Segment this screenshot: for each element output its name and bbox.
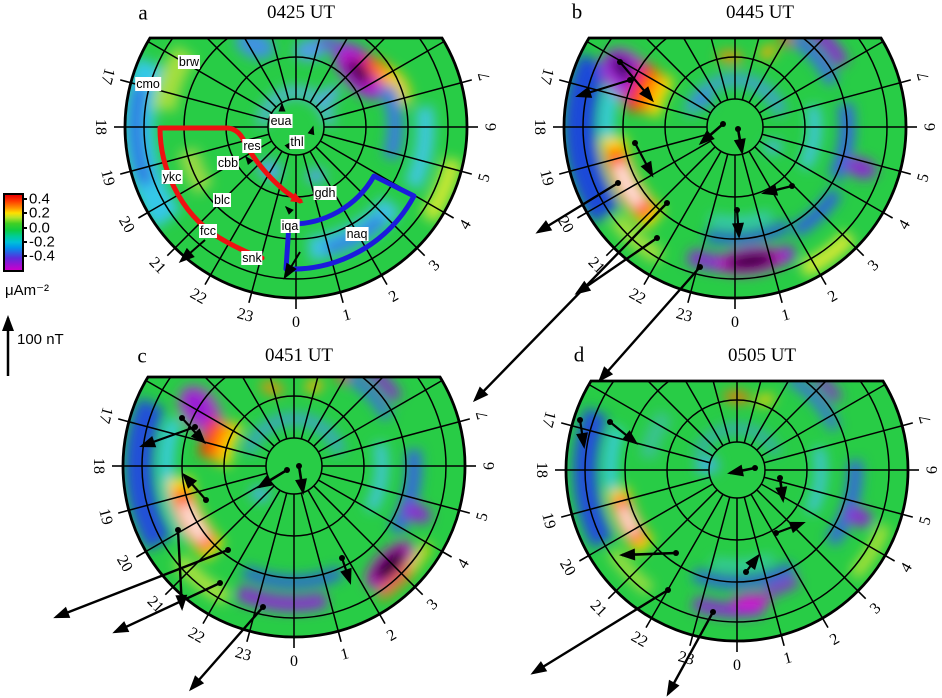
mlt-label-6: 6 (922, 123, 939, 131)
panel-d-dial (555, 299, 919, 652)
mlt-label-0: 0 (292, 314, 300, 331)
panel-a-letter: a (138, 0, 148, 25)
station-label-cbb: cbb (216, 156, 240, 170)
station-label-naq: naq (345, 227, 369, 241)
panel-c-dial (112, 295, 476, 648)
station-label-thl: thl (289, 135, 305, 149)
panel-a-dial (114, 0, 478, 309)
magnetic-vectors (53, 61, 806, 697)
panel-d-title: 0505 UT (727, 345, 797, 366)
panel-b-letter: b (571, 0, 583, 24)
colorbar-tick-mark (22, 255, 27, 257)
station-label-fcc: fcc (199, 224, 217, 238)
mlt-label-0: 0 (731, 314, 739, 331)
panel-b-dial (553, 0, 917, 309)
colorbar-tick-mark (22, 241, 27, 243)
panel-b-title: 0445 UT (725, 2, 795, 23)
colorbar-unit-label: μAm⁻² (5, 282, 50, 299)
mlt-label-6: 6 (481, 462, 498, 470)
colorbar-tick-mark (22, 198, 27, 200)
colorbar-tick-label: -0.2 (29, 233, 55, 251)
station-label-brw: brw (177, 55, 201, 69)
mlt-label-0: 0 (733, 657, 741, 674)
panel-c-title: 0451 UT (264, 345, 334, 366)
colorbar-tick-label: 0.2 (29, 204, 50, 222)
station-label-snk: snk (241, 251, 263, 265)
station-label-ykc: ykc (161, 170, 183, 184)
colorbar-tick-mark (22, 227, 27, 229)
station-label-gdh: gdh (313, 186, 337, 200)
station-label-eua: eua (269, 114, 293, 128)
colorbar-tick-label: 0.0 (29, 219, 50, 237)
mlt-label-6: 6 (483, 123, 500, 131)
mlt-label-0: 0 (290, 653, 298, 670)
colorbar (3, 193, 24, 272)
station-label-cmo: cmo (135, 77, 161, 91)
colorbar-tick-mark (22, 212, 27, 214)
colorbar-tick-label: -0.4 (29, 247, 55, 265)
station-label-blc: blc (213, 193, 231, 207)
mlt-label-18: 18 (531, 119, 548, 135)
vector-origin-dots (175, 59, 795, 615)
mlt-label-18: 18 (90, 458, 107, 474)
panel-a-title: 0425 UT (266, 2, 336, 23)
mlt-label-6: 6 (924, 466, 941, 474)
panel-c-letter: c (137, 343, 147, 368)
mlt-label-18: 18 (533, 462, 550, 478)
mlt-label-18: 18 (92, 119, 109, 135)
station-label-res: res (242, 139, 262, 153)
blue-region-outline (283, 173, 417, 272)
vector-scale-label: 100 nT (17, 331, 64, 348)
colorbar-tick-label: 0.4 (29, 190, 50, 208)
panel-d-letter: d (573, 342, 585, 367)
station-label-iqa: iqa (280, 219, 300, 233)
